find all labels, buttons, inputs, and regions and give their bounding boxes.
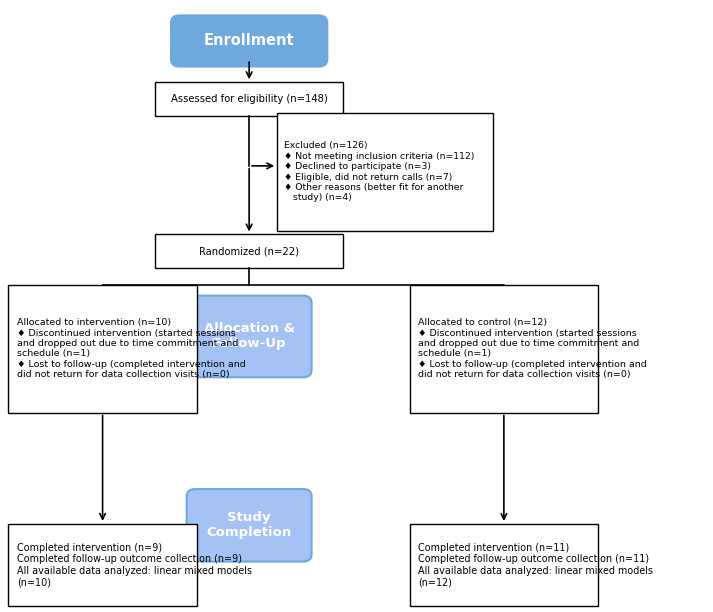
FancyBboxPatch shape: [187, 296, 312, 377]
Text: Randomized (n=22): Randomized (n=22): [199, 246, 299, 256]
Text: Completed intervention (n=9)
Completed follow-up outcome collection (n=9)
All av: Completed intervention (n=9) Completed f…: [16, 542, 252, 588]
Bar: [410, 285, 598, 412]
Bar: [410, 524, 598, 606]
Text: Allocation &
Follow-Up: Allocation & Follow-Up: [203, 323, 294, 351]
Bar: [9, 285, 197, 412]
Text: Excluded (n=126)
♦ Not meeting inclusion criteria (n=112)
♦ Declined to particip: Excluded (n=126) ♦ Not meeting inclusion…: [284, 141, 474, 203]
Text: Allocated to intervention (n=10)
♦ Discontinued intervention (started sessions
a: Allocated to intervention (n=10) ♦ Disco…: [16, 318, 245, 379]
Bar: [277, 113, 493, 231]
Bar: [155, 234, 344, 268]
FancyBboxPatch shape: [171, 15, 327, 67]
Text: Assessed for eligibility (n=148): Assessed for eligibility (n=148): [171, 94, 327, 104]
Bar: [155, 82, 344, 116]
Text: Completed intervention (n=11)
Completed follow-up outcome collection (n=11)
All : Completed intervention (n=11) Completed …: [418, 542, 653, 588]
Text: Study
Completion: Study Completion: [207, 511, 292, 539]
Bar: [9, 524, 197, 606]
Text: Allocated to control (n=12)
♦ Discontinued intervention (started sessions
and dr: Allocated to control (n=12) ♦ Discontinu…: [418, 318, 647, 379]
Text: Enrollment: Enrollment: [204, 34, 294, 48]
FancyBboxPatch shape: [187, 489, 312, 562]
